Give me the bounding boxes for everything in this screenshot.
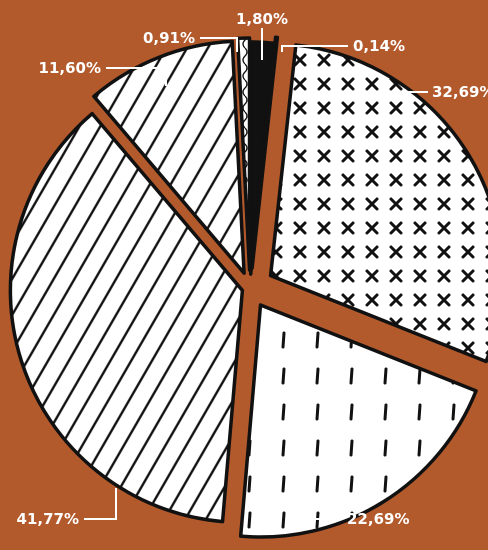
leader-line [106, 67, 167, 86]
pie-slice [250, 35, 280, 270]
slice-label: 0,91% [143, 29, 195, 47]
leader-line [200, 37, 238, 52]
leader-line [84, 488, 117, 520]
leader-line [281, 45, 348, 52]
pie-slice [92, 39, 246, 275]
pie-slice [268, 43, 488, 364]
slice-label: 11,60% [39, 59, 101, 77]
slice-label: 41,77% [17, 510, 79, 528]
slice-label: 1,80% [236, 10, 288, 28]
slice-label: 22,69% [347, 510, 409, 528]
leader-line [289, 446, 342, 520]
slice-label: 32,69% [432, 83, 488, 101]
slice-label: 0,14% [353, 37, 405, 55]
pie-slice [238, 303, 478, 539]
pie-slice [8, 111, 245, 524]
